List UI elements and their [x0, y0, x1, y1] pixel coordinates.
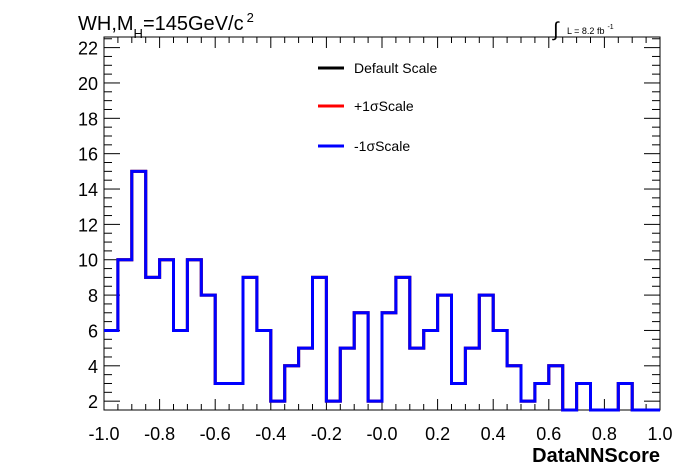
- y-tick-labels: 2 4 6 8 10 12 14 16 18 20 22: [78, 39, 98, 413]
- lumi-superscript: -1: [607, 24, 613, 31]
- x-tick-label: -1.0: [88, 424, 119, 444]
- x-tick-label: 0.8: [592, 424, 617, 444]
- title-superscript: 2: [247, 10, 254, 25]
- legend-label: Default Scale: [354, 60, 437, 76]
- y-tick-label: 12: [78, 215, 98, 235]
- legend-label: -1σScale: [354, 138, 410, 154]
- y-tick-label: 2: [88, 392, 98, 412]
- y-tick-label: 8: [88, 286, 98, 306]
- legend-entry: Default Scale: [318, 60, 437, 76]
- series-line-minus-1sigma-scale: [104, 169, 660, 412]
- title-main: WH,M: [78, 13, 134, 35]
- y-tick-label: 16: [78, 145, 98, 165]
- x-tick-label: -0.6: [200, 424, 231, 444]
- x-tick-label: 0.4: [481, 424, 506, 444]
- x-tick-label: -0.4: [255, 424, 286, 444]
- x-tick-label: -0.0: [366, 424, 397, 444]
- title-subscript: H: [134, 26, 143, 41]
- x-tick-labels: -1.0 -0.8 -0.6 -0.4 -0.2 -0.0 0.2 0.4 0.6 0.8 1.0: [88, 424, 672, 444]
- chart-title: WH,MH=145GeV/c 2: [78, 10, 254, 41]
- legend-entry: +1σScale: [318, 98, 414, 114]
- lumi-integral: ∫: [552, 19, 560, 41]
- title-rest: =145GeV/c: [143, 13, 244, 35]
- x-axis-label: DataNNScore: [532, 445, 660, 467]
- legend: Default Scale +1σScale -1σScale: [318, 60, 437, 154]
- x-tick-label: -0.8: [144, 424, 175, 444]
- x-tick-label: 0.6: [536, 424, 561, 444]
- lumi-text: L = 8.2 fb: [567, 26, 604, 36]
- y-tick-label: 18: [78, 109, 98, 129]
- legend-entry: -1σScale: [318, 138, 410, 154]
- y-tick-label: 10: [78, 251, 98, 271]
- x-tick-label: 1.0: [647, 424, 672, 444]
- x-tick-label: -0.2: [311, 424, 342, 444]
- y-tick-label: 14: [78, 180, 98, 200]
- x-tick-label: 0.2: [425, 424, 450, 444]
- y-tick-label: 20: [78, 74, 98, 94]
- series-layer: [104, 169, 660, 412]
- axis-ticks: [103, 37, 661, 410]
- y-tick-label: 4: [88, 357, 98, 377]
- y-tick-label: 6: [88, 321, 98, 341]
- legend-label: +1σScale: [354, 98, 414, 114]
- y-tick-label: 22: [78, 39, 98, 59]
- lumi-label: L = 8.2 fb -1: [567, 24, 614, 36]
